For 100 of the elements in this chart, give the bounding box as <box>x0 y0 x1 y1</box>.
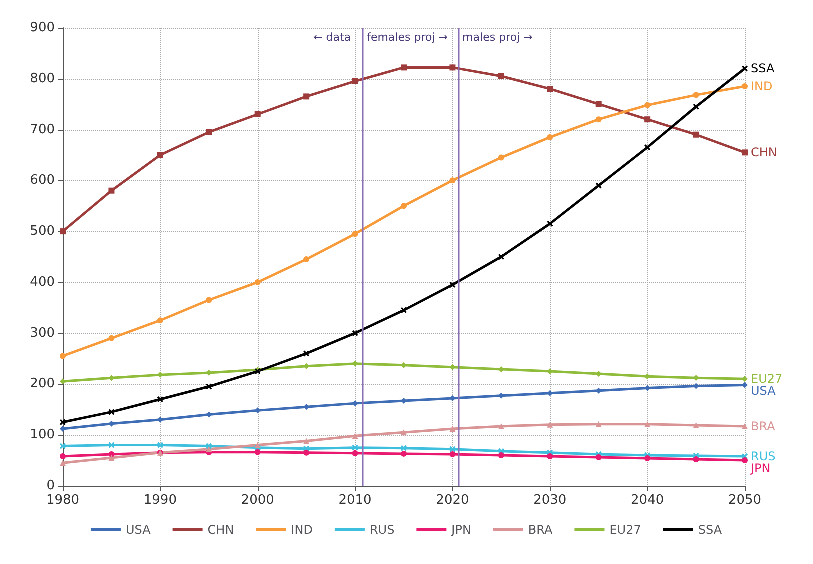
point <box>450 282 456 288</box>
point <box>254 112 261 118</box>
point <box>742 423 748 430</box>
point <box>304 350 310 357</box>
point <box>108 335 115 342</box>
x-tick-label: 2040 <box>631 493 664 508</box>
text: EU27 <box>751 372 783 386</box>
legend-label: RUS <box>370 523 395 537</box>
point <box>450 451 456 458</box>
point <box>157 318 164 324</box>
point <box>644 456 651 462</box>
x-tick-label: 2010 <box>338 493 372 508</box>
point <box>304 94 310 100</box>
point <box>352 78 358 84</box>
point <box>742 150 748 156</box>
point <box>254 279 261 286</box>
legend-label: BRA <box>528 523 554 537</box>
point <box>401 445 407 452</box>
point <box>60 443 66 450</box>
point <box>108 442 115 448</box>
text: USA <box>751 384 776 398</box>
point <box>206 297 212 304</box>
annotation: ← data <box>314 31 352 44</box>
point <box>108 409 115 416</box>
point <box>352 330 358 336</box>
point <box>742 84 748 90</box>
text: IND <box>751 80 773 94</box>
y-tick-label: 300 <box>30 326 55 341</box>
y-tick-label: 600 <box>30 173 55 188</box>
point <box>206 446 212 452</box>
point <box>206 384 212 390</box>
text: SSA <box>751 62 775 76</box>
point <box>157 442 164 448</box>
legend-label: EU27 <box>610 523 642 537</box>
point <box>596 101 602 108</box>
point <box>498 423 504 430</box>
text: RUS <box>751 449 776 464</box>
point <box>450 446 456 452</box>
point <box>60 353 66 360</box>
legend-label: IND <box>291 523 313 537</box>
point <box>60 453 66 460</box>
point <box>60 419 66 426</box>
ref-line-label: males proj → <box>462 31 533 44</box>
point <box>547 220 554 227</box>
point <box>596 116 602 123</box>
legend-label: CHN <box>208 523 234 537</box>
point <box>498 154 504 161</box>
point <box>547 86 554 92</box>
point <box>547 422 554 428</box>
y-tick-label: 200 <box>30 376 55 392</box>
point <box>742 458 748 464</box>
point <box>693 456 700 463</box>
y-tick-label: 700 <box>30 122 55 138</box>
y-tick-label: 100 <box>30 428 55 443</box>
point <box>644 102 651 108</box>
point <box>498 254 504 260</box>
point <box>206 129 212 136</box>
x-tick-label: 2020 <box>436 493 470 508</box>
point <box>693 92 700 98</box>
legend-label: JPN <box>450 523 472 537</box>
legend-label: USA <box>126 523 152 537</box>
ref-line-label: females proj → <box>367 31 448 44</box>
point <box>644 421 651 428</box>
point <box>157 152 164 158</box>
x-tick-label: 1990 <box>144 493 177 508</box>
text: BRA <box>751 419 776 434</box>
x-tick-label: 2050 <box>728 493 762 508</box>
point <box>352 444 358 451</box>
point <box>60 228 66 235</box>
point <box>596 421 602 428</box>
point <box>644 116 651 123</box>
point <box>450 178 456 184</box>
point <box>304 450 310 456</box>
y-tick-label: 400 <box>30 274 55 290</box>
text: CHN <box>751 146 778 160</box>
point <box>693 104 700 110</box>
point <box>254 449 261 456</box>
point <box>352 450 358 456</box>
y-tick-label: 800 <box>30 71 55 86</box>
point <box>547 134 554 140</box>
point <box>596 182 602 189</box>
point <box>254 442 261 448</box>
point <box>352 433 358 440</box>
point <box>693 422 700 428</box>
point <box>450 64 456 71</box>
point <box>498 452 504 458</box>
point <box>304 438 310 444</box>
point <box>644 144 651 151</box>
point <box>108 455 115 462</box>
point <box>304 256 310 263</box>
point <box>498 73 504 80</box>
x-tick-label: 2030 <box>534 493 567 508</box>
point <box>108 188 115 194</box>
legend-label: SSA <box>698 523 723 537</box>
point <box>401 203 407 210</box>
x-tick-label: 1980 <box>46 493 80 508</box>
y-tick-label: 0 <box>46 478 55 494</box>
point <box>352 231 358 238</box>
point <box>596 454 602 460</box>
y-tick-label: 900 <box>30 20 55 36</box>
